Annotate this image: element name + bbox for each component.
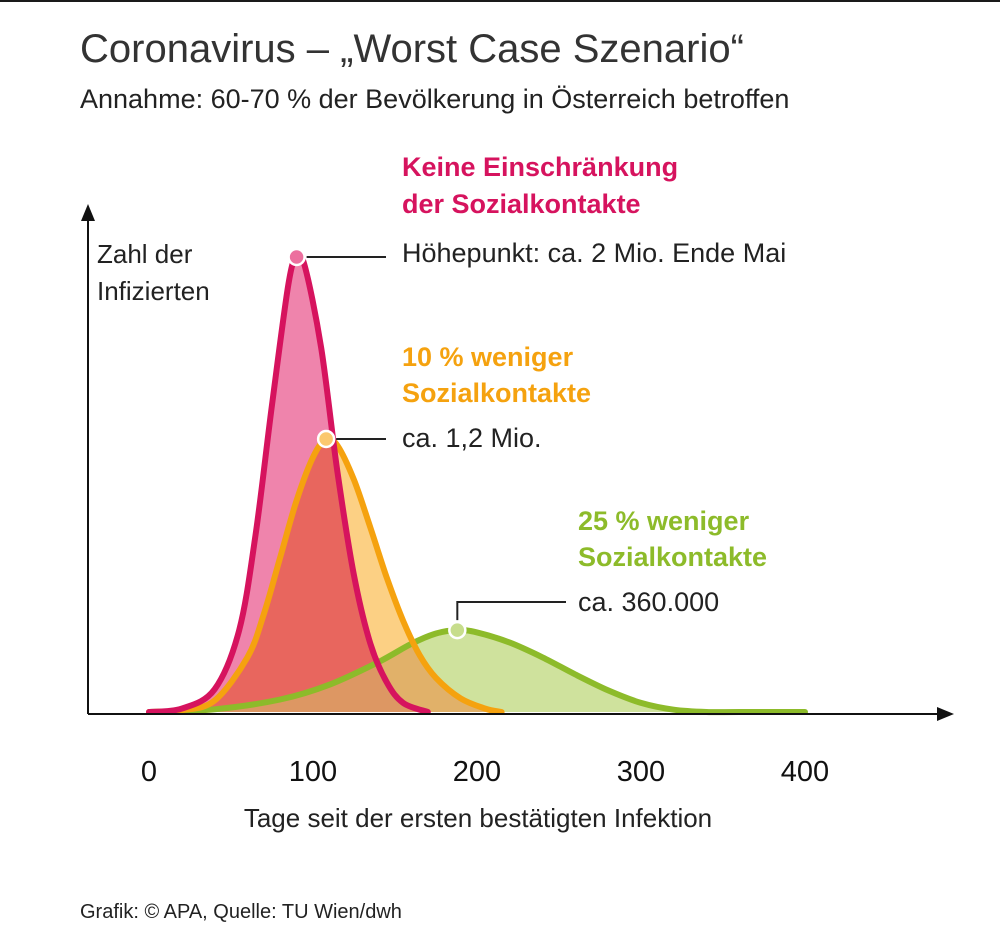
- series-label-25-percent-line-2: Sozialkontakte: [578, 542, 767, 572]
- series-label-10-percent-line-1: 10 % weniger: [402, 342, 574, 372]
- top-rule: [0, 0, 1000, 2]
- series-label-no-restriction-line-2: der Sozialkontakte: [402, 189, 641, 219]
- series-areas: [149, 254, 805, 713]
- x-tick-label: 0: [141, 756, 157, 788]
- y-axis-label-line-1: Zahl der: [97, 239, 193, 269]
- x-axis-label: Tage seit der ersten bestätigten Infekti…: [244, 803, 712, 833]
- peak-marker-25-percent: [448, 620, 467, 640]
- peak-callouts: [287, 247, 566, 640]
- peak-label-25-percent: ca. 360.000: [578, 587, 719, 617]
- peak-leader-25-percent: [456, 601, 566, 621]
- x-axis-arrow: [937, 707, 954, 721]
- series-line-10-percent: [146, 435, 505, 715]
- series-label-no-restriction: Keine Einschränkung der Sozialkontakte: [402, 152, 686, 219]
- series-line-25-percent: [146, 627, 808, 716]
- peak-label-10-percent: ca. 1,2 Mio.: [402, 423, 542, 453]
- series-label-25-percent: 25 % weniger Sozialkontakte: [578, 506, 767, 572]
- x-tick-label: 400: [781, 756, 829, 788]
- y-axis-label: Zahl der Infizierten: [97, 239, 210, 306]
- y-axis-label-line-2: Infizierten: [97, 276, 210, 306]
- series-label-10-percent: 10 % weniger Sozialkontakte: [402, 342, 591, 408]
- axes: [81, 204, 954, 721]
- chart-subtitle: Annahme: 60-70 % der Bevölkerung in Öste…: [80, 84, 789, 114]
- x-tick-label: 100: [289, 756, 337, 788]
- peak-marker-10-percent: [316, 429, 336, 449]
- y-axis-arrow: [81, 204, 95, 221]
- x-tick-label: 200: [453, 756, 501, 788]
- series-label-no-restriction-line-1: Keine Einschränkung: [402, 152, 678, 182]
- series-label-25-percent-line-1: 25 % weniger: [578, 506, 750, 536]
- x-tick-label: 300: [617, 756, 665, 788]
- chart-title: Coronavirus – „Worst Case Szenario“: [80, 27, 744, 71]
- x-tick-labels: 0 100 200 300 400: [141, 756, 829, 788]
- series-label-10-percent-line-2: Sozialkontakte: [402, 378, 591, 408]
- peak-marker-no-restriction: [287, 247, 306, 267]
- source-credit: Grafik: © APA, Quelle: TU Wien/dwh: [80, 901, 402, 923]
- peak-label-no-restriction: Höhepunkt: ca. 2 Mio. Ende Mai: [402, 238, 786, 268]
